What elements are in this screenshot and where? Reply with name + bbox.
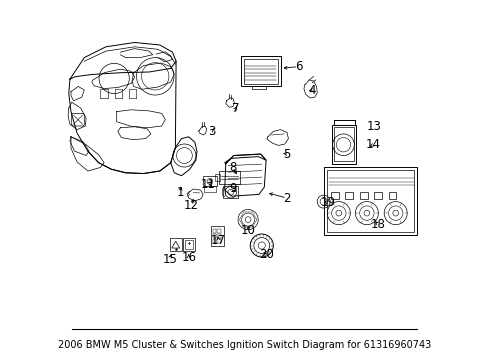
Text: 4: 4 [308, 84, 315, 96]
Text: 11: 11 [200, 178, 215, 191]
Text: 10: 10 [240, 224, 255, 237]
Bar [373, 192, 381, 199]
Text: 15: 15 [162, 253, 177, 266]
Bar [217, 229, 220, 233]
Bar [213, 229, 216, 233]
Bar [359, 192, 367, 199]
Bar [244, 59, 277, 84]
Text: 20: 20 [258, 248, 273, 261]
Bar [333, 127, 353, 161]
Text: 8: 8 [229, 161, 236, 174]
Bar [184, 240, 193, 249]
Bar [345, 192, 352, 199]
Bar [211, 226, 224, 246]
Text: 14: 14 [365, 138, 380, 151]
Bar [251, 86, 265, 89]
Bar [204, 186, 215, 192]
Bar [217, 239, 220, 243]
Bar [223, 186, 238, 198]
Bar [217, 234, 220, 238]
Bar [326, 170, 413, 232]
Text: 16: 16 [181, 251, 196, 264]
Text: 19: 19 [320, 196, 335, 209]
Text: 2: 2 [283, 192, 290, 204]
Bar [169, 238, 182, 251]
Bar [241, 56, 280, 86]
Text: 18: 18 [370, 219, 385, 231]
Bar [215, 174, 220, 181]
Bar [213, 234, 216, 238]
Text: 5: 5 [283, 148, 290, 161]
Text: 3: 3 [207, 125, 215, 138]
Bar [203, 176, 216, 186]
Bar [331, 125, 355, 164]
Text: 1: 1 [176, 186, 184, 199]
Text: 12: 12 [183, 199, 198, 212]
Text: 13: 13 [366, 120, 381, 133]
Text: 7: 7 [231, 102, 239, 115]
Text: 6: 6 [294, 60, 302, 73]
Bar [324, 167, 416, 235]
Text: 9: 9 [229, 182, 236, 195]
Bar [330, 192, 338, 199]
Bar [213, 239, 216, 243]
Bar [387, 192, 396, 199]
Bar [183, 238, 194, 251]
Text: 2006 BMW M5 Cluster & Switches Ignition Switch Diagram for 61316960743: 2006 BMW M5 Cluster & Switches Ignition … [58, 340, 430, 350]
Text: 17: 17 [211, 234, 225, 247]
Bar [219, 171, 240, 184]
